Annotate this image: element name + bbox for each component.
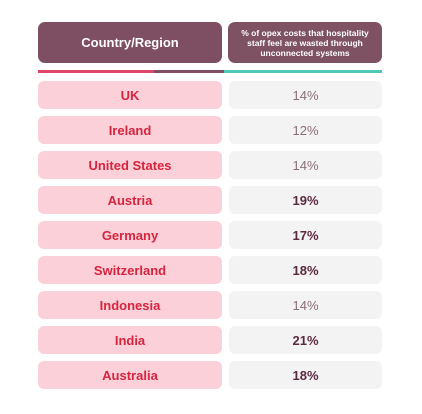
- country-cell: Austria: [38, 186, 222, 214]
- opex-column-header: % of opex costs that hospitality staff f…: [228, 22, 382, 63]
- country-column-header: Country/Region: [38, 22, 222, 63]
- country-cell: India: [38, 326, 222, 354]
- opex-value-cell: 12%: [229, 116, 382, 144]
- divider-segment-right: [224, 70, 382, 73]
- opex-value-cell: 14%: [229, 151, 382, 179]
- opex-value-cell: 14%: [229, 291, 382, 319]
- opex-value-cell: 19%: [229, 186, 382, 214]
- divider-segment-middle: [154, 70, 224, 73]
- country-cell: United States: [38, 151, 222, 179]
- divider-segment-left: [38, 70, 154, 73]
- opex-value-cell: 21%: [229, 326, 382, 354]
- country-cell: Switzerland: [38, 256, 222, 284]
- opex-value-cell: 14%: [229, 81, 382, 109]
- opex-value-cell: 18%: [229, 256, 382, 284]
- country-cell: UK: [38, 81, 222, 109]
- country-cell: Germany: [38, 221, 222, 249]
- country-cell: Indonesia: [38, 291, 222, 319]
- opex-value-cell: 18%: [229, 361, 382, 389]
- country-cell: Australia: [38, 361, 222, 389]
- country-cell: Ireland: [38, 116, 222, 144]
- header-divider: [38, 70, 382, 73]
- opex-value-cell: 17%: [229, 221, 382, 249]
